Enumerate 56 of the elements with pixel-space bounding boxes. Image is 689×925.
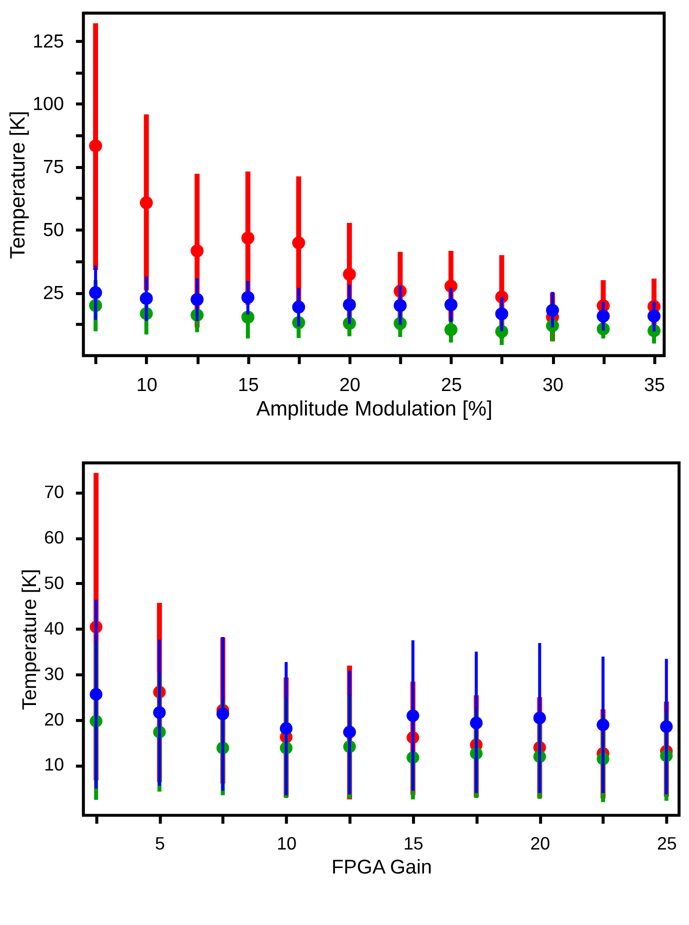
x-axis-title: FPGA Gain bbox=[332, 856, 432, 878]
point bbox=[241, 310, 254, 324]
point bbox=[153, 706, 166, 719]
point bbox=[546, 304, 559, 317]
point bbox=[292, 236, 306, 250]
y-tick-label: 10 bbox=[44, 754, 64, 775]
point bbox=[280, 722, 292, 735]
point bbox=[190, 244, 204, 258]
point bbox=[444, 298, 458, 312]
x-axis-title: Amplitude Modulation [%] bbox=[256, 398, 492, 421]
x-tick-label: 30 bbox=[542, 374, 564, 395]
point bbox=[533, 712, 546, 724]
x-tick-label: 20 bbox=[530, 834, 550, 854]
x-tick-label: 25 bbox=[440, 374, 462, 395]
point bbox=[648, 310, 661, 323]
point bbox=[89, 139, 102, 152]
x-tick-label: 15 bbox=[403, 834, 424, 854]
point bbox=[406, 709, 420, 722]
y-tick-label: 60 bbox=[44, 527, 64, 548]
point bbox=[470, 716, 483, 730]
point bbox=[241, 290, 254, 304]
x-tick-label: 25 bbox=[656, 834, 677, 854]
point bbox=[394, 299, 407, 312]
y-tick-label: 25 bbox=[43, 282, 64, 304]
point bbox=[89, 286, 102, 300]
y-tick-label: 100 bbox=[32, 93, 64, 114]
point bbox=[596, 718, 610, 732]
x-tick-label: 10 bbox=[276, 834, 297, 854]
x-tick-label: 15 bbox=[238, 374, 259, 395]
x-tick-label: 35 bbox=[644, 374, 666, 395]
y-axis-title: Temperature [K] bbox=[6, 110, 30, 259]
point bbox=[495, 307, 508, 320]
point bbox=[660, 720, 673, 733]
y-tick-label: 70 bbox=[44, 482, 64, 502]
y-tick-label: 50 bbox=[44, 572, 64, 593]
point bbox=[190, 292, 204, 306]
x-tick-label: 5 bbox=[154, 834, 165, 854]
point bbox=[216, 708, 230, 720]
y-tick-label: 30 bbox=[44, 664, 64, 684]
y-tick-label: 125 bbox=[32, 30, 64, 52]
x-tick-label: 10 bbox=[136, 374, 158, 395]
point bbox=[140, 292, 153, 305]
point bbox=[596, 310, 610, 323]
x-tick-label: 20 bbox=[339, 374, 360, 395]
y-tick-label: 40 bbox=[44, 618, 64, 638]
point bbox=[342, 268, 356, 281]
point bbox=[444, 323, 458, 336]
point bbox=[292, 300, 306, 314]
y-tick-label: 75 bbox=[43, 156, 64, 178]
point bbox=[90, 688, 102, 701]
point bbox=[140, 196, 153, 210]
y-tick-label: 20 bbox=[44, 709, 64, 730]
point bbox=[342, 298, 356, 312]
y-tick-label: 50 bbox=[43, 219, 64, 240]
y-axis-title: Temperature [K] bbox=[19, 568, 42, 710]
point bbox=[241, 232, 254, 244]
